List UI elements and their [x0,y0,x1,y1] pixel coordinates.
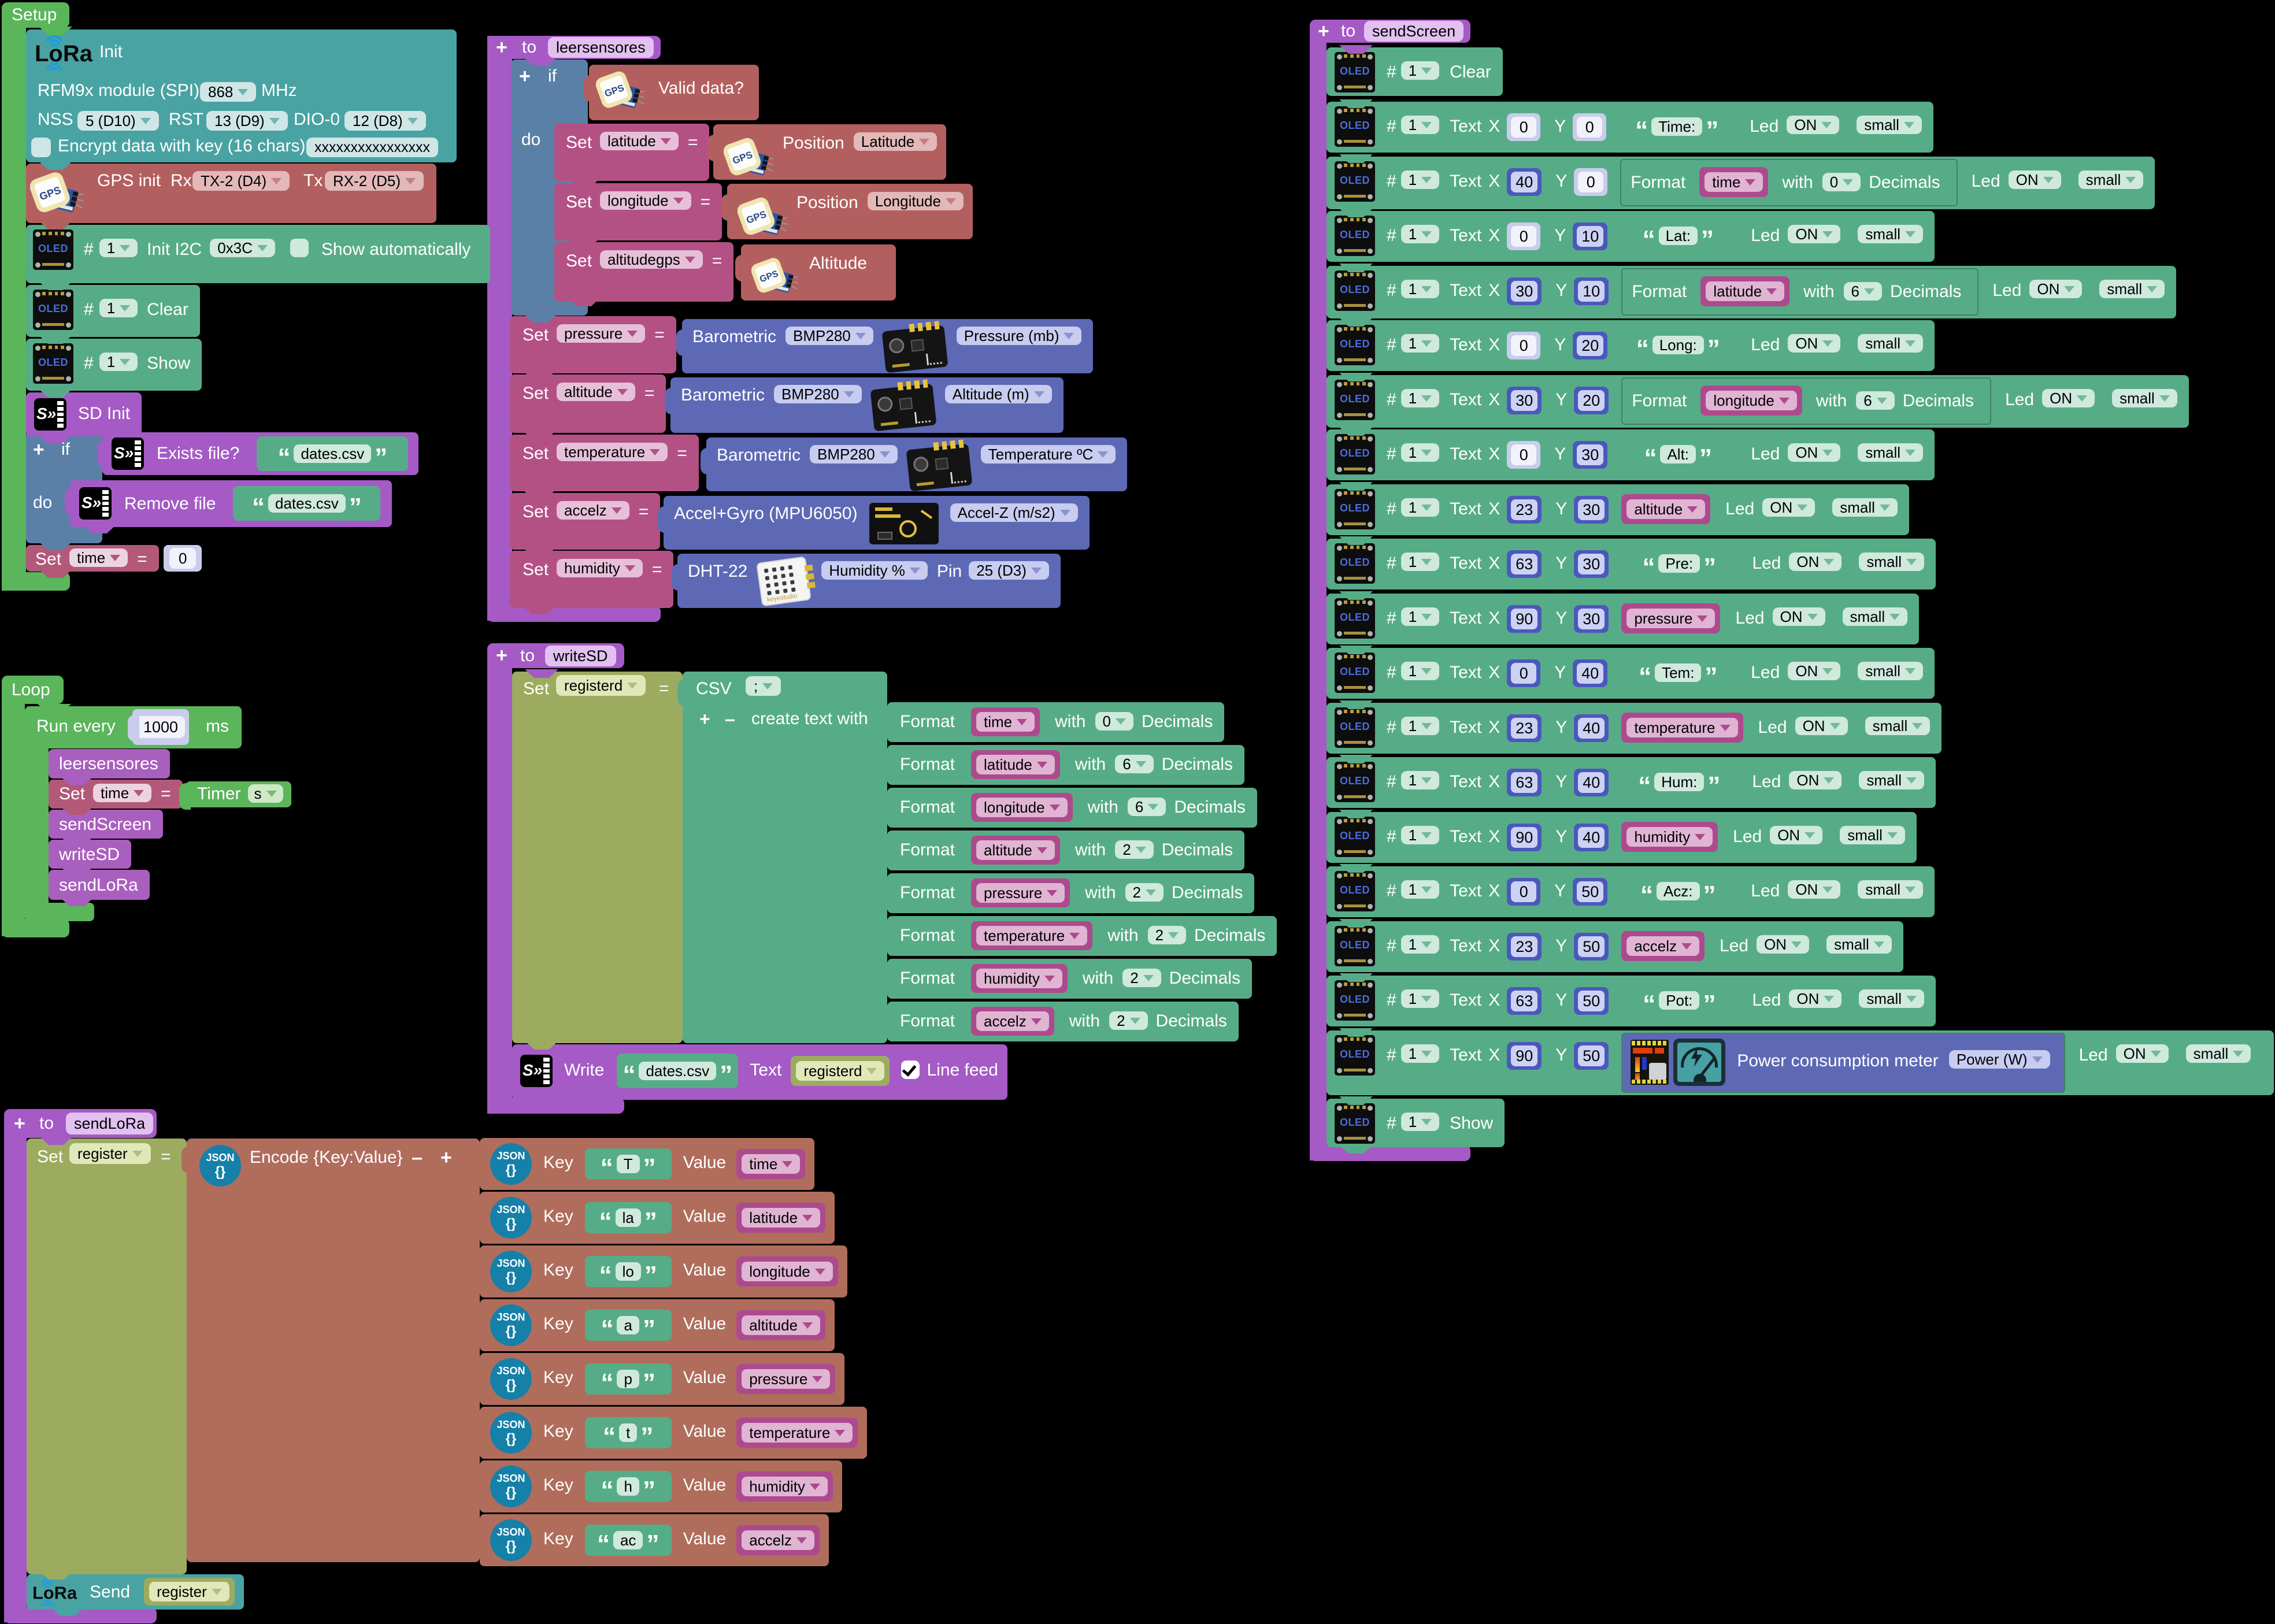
svg-text:LoRa: LoRa [32,1583,77,1603]
svg-text:LoRa: LoRa [35,41,93,66]
